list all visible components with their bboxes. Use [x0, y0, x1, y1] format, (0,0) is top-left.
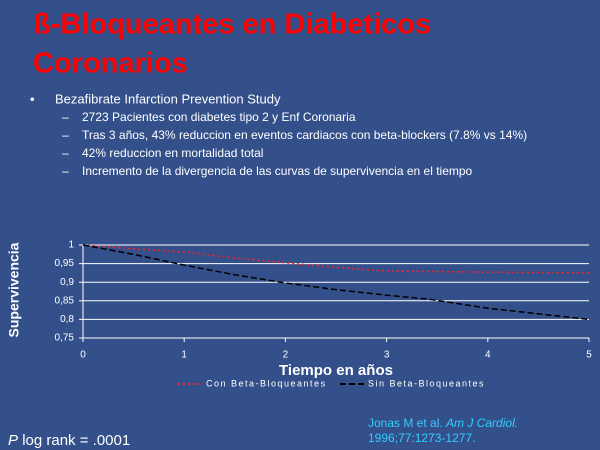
- y-tick-label: 1: [68, 240, 74, 251]
- y-tick-label: 0,95: [55, 258, 75, 269]
- x-tick-label: 2: [283, 350, 289, 361]
- bullet: Bezafibrate Infarction Prevention Study: [55, 91, 281, 106]
- slide-title: ß-Bloqueantes en Diabeticos: [33, 9, 431, 41]
- x-axis-label: Tiempo en años: [279, 362, 393, 379]
- slide-title: Coronarios: [33, 48, 188, 80]
- y-tick-label: 0,9: [60, 277, 74, 288]
- y-axis-label: Supervivencia: [6, 242, 22, 337]
- footnote-text: log rank = .0001: [22, 432, 130, 449]
- sub-bullet: Tras 3 años, 43% reduccion en eventos ca…: [82, 128, 527, 142]
- citation: Jonas M et al. Am J Cardiol.: [368, 416, 518, 430]
- footnote: P log rank = .0001: [8, 432, 130, 449]
- bullet-dot: •: [30, 91, 35, 106]
- citation-ref: 1996;77:1273-1277.: [368, 431, 475, 445]
- x-tick-label: 3: [384, 350, 390, 361]
- footnote-p: P: [8, 432, 18, 449]
- sub-bullet-dash: –: [62, 146, 69, 160]
- y-tick-label: 0,75: [55, 333, 75, 344]
- sub-bullet: Incremento de la divergencia de las curv…: [82, 164, 473, 178]
- citation-authors: Jonas M et al.: [368, 416, 443, 430]
- x-tick-label: 4: [485, 350, 491, 361]
- x-tick-label: 5: [586, 350, 592, 361]
- sub-bullet-dash: –: [62, 164, 69, 178]
- x-tick-label: 1: [181, 350, 187, 361]
- citation-journal: Am J Cardiol.: [445, 416, 518, 430]
- legend-label: Sin Beta-Bloqueantes: [368, 378, 485, 388]
- y-tick-label: 0,8: [60, 314, 74, 325]
- sub-bullet-dash: –: [62, 110, 69, 124]
- y-tick-label: 0,85: [55, 295, 75, 306]
- sub-bullet-dash: –: [62, 128, 69, 142]
- sub-bullet: 2723 Pacientes con diabetes tipo 2 y Enf…: [82, 110, 356, 124]
- x-tick-label: 0: [80, 350, 86, 361]
- series-line: [82, 244, 590, 321]
- sub-bullet: 42% reduccion en mortalidad total: [82, 146, 263, 160]
- legend-label: Con Beta-Bloqueantes: [206, 378, 327, 388]
